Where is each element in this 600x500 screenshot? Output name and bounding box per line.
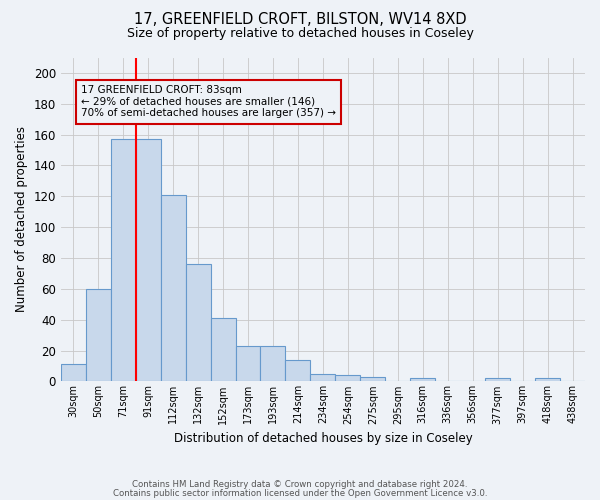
- Bar: [310, 374, 335, 382]
- Bar: [335, 375, 361, 382]
- Bar: [236, 346, 260, 382]
- Text: Contains HM Land Registry data © Crown copyright and database right 2024.: Contains HM Land Registry data © Crown c…: [132, 480, 468, 489]
- Bar: [111, 139, 136, 382]
- X-axis label: Distribution of detached houses by size in Coseley: Distribution of detached houses by size …: [173, 432, 472, 445]
- Bar: [86, 289, 111, 382]
- Text: 17, GREENFIELD CROFT, BILSTON, WV14 8XD: 17, GREENFIELD CROFT, BILSTON, WV14 8XD: [134, 12, 466, 28]
- Bar: [185, 264, 211, 382]
- Text: Contains public sector information licensed under the Open Government Licence v3: Contains public sector information licen…: [113, 489, 487, 498]
- Bar: [361, 377, 385, 382]
- Text: Size of property relative to detached houses in Coseley: Size of property relative to detached ho…: [127, 28, 473, 40]
- Bar: [136, 139, 161, 382]
- Bar: [410, 378, 435, 382]
- Text: 17 GREENFIELD CROFT: 83sqm
← 29% of detached houses are smaller (146)
70% of sem: 17 GREENFIELD CROFT: 83sqm ← 29% of deta…: [81, 86, 336, 118]
- Y-axis label: Number of detached properties: Number of detached properties: [15, 126, 28, 312]
- Bar: [535, 378, 560, 382]
- Bar: [161, 195, 185, 382]
- Bar: [211, 318, 236, 382]
- Bar: [61, 364, 86, 382]
- Bar: [485, 378, 510, 382]
- Bar: [286, 360, 310, 382]
- Bar: [260, 346, 286, 382]
